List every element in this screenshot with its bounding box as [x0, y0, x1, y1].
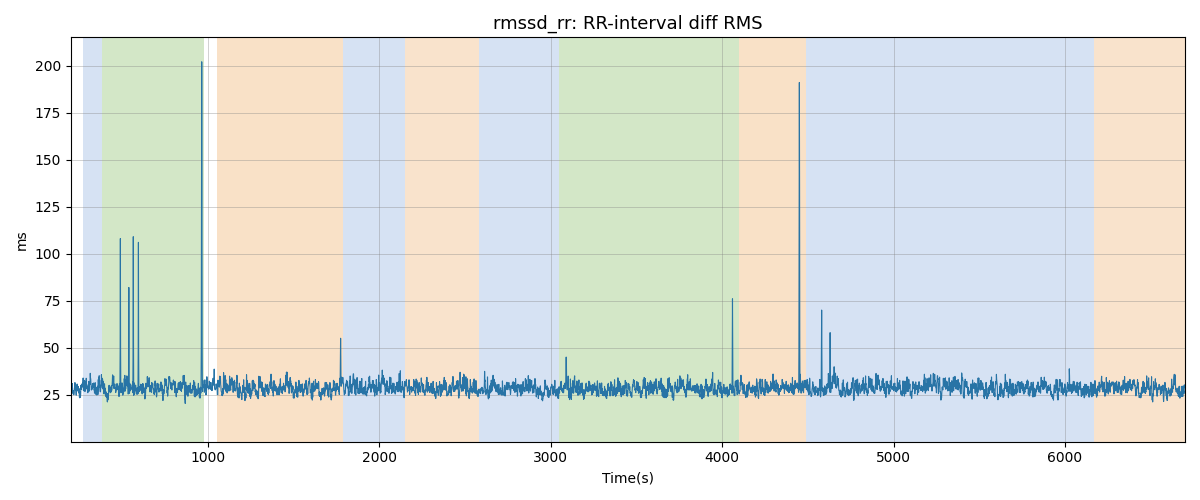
X-axis label: Time(s): Time(s) [602, 471, 654, 485]
Bar [559, 38, 611, 442]
Bar [343, 38, 404, 442]
Bar [611, 38, 739, 442]
Bar [806, 38, 1094, 442]
Bar [83, 38, 102, 442]
Bar [739, 38, 806, 442]
Bar [1094, 38, 1184, 442]
Bar [404, 38, 479, 442]
Bar [217, 38, 343, 442]
Bar [102, 38, 204, 442]
Bar [479, 38, 542, 442]
Y-axis label: ms: ms [16, 229, 29, 250]
Title: rmssd_rr: RR-interval diff RMS: rmssd_rr: RR-interval diff RMS [493, 15, 763, 34]
Bar [542, 38, 559, 442]
